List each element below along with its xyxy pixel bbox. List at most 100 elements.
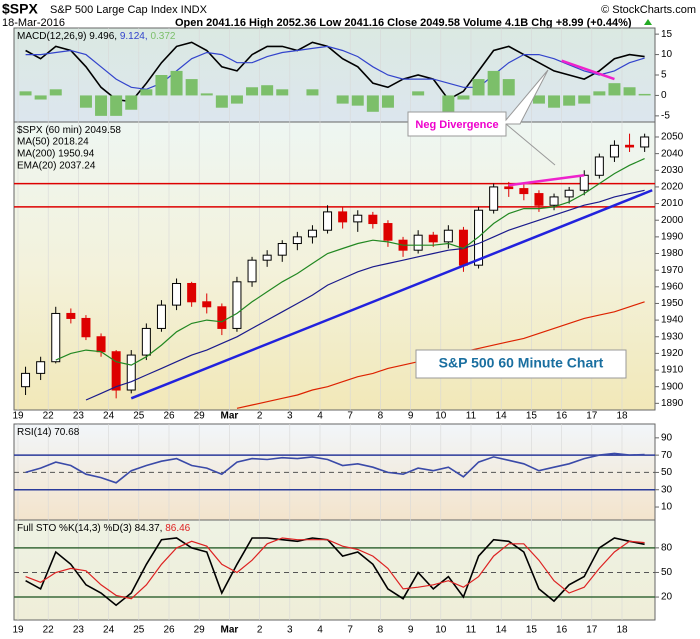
candle-body bbox=[156, 304, 166, 329]
candle-body bbox=[338, 211, 348, 223]
y-tick-label: 2010 bbox=[661, 198, 684, 209]
histogram-bar bbox=[185, 79, 198, 96]
histogram-bar bbox=[578, 95, 591, 104]
date: 18-Mar-2016 bbox=[2, 17, 65, 29]
y-tick-label: 1960 bbox=[661, 281, 684, 292]
instrument-name: S&P 500 Large Cap Index INDX bbox=[50, 4, 208, 16]
candle-body bbox=[383, 223, 393, 241]
candle-body bbox=[232, 281, 242, 329]
series-line bbox=[25, 45, 645, 90]
legend-text: 84.37, bbox=[135, 523, 163, 534]
quote: Open 2041.16 High 2052.36 Low 2041.16 Cl… bbox=[175, 17, 632, 29]
candle-body bbox=[51, 312, 61, 363]
x-tick-label: 23 bbox=[73, 625, 85, 636]
y-tick-label: 1920 bbox=[661, 348, 684, 359]
candle-body bbox=[96, 336, 106, 353]
y-tick-label: 2050 bbox=[661, 132, 684, 143]
histogram-bar bbox=[276, 89, 289, 96]
candle-body bbox=[247, 259, 257, 283]
candle-body bbox=[504, 186, 514, 190]
x-tick-label: 24 bbox=[103, 411, 115, 422]
candle-body bbox=[141, 327, 151, 356]
candle-body bbox=[36, 361, 46, 374]
y-tick-label: 1890 bbox=[661, 398, 684, 409]
histogram-bar bbox=[125, 95, 138, 110]
candle-body bbox=[594, 156, 604, 176]
histogram-bar bbox=[623, 87, 636, 96]
y-tick-label: 5 bbox=[661, 70, 667, 81]
y-tick-label: 1990 bbox=[661, 232, 684, 243]
callout-pointer bbox=[505, 123, 556, 166]
y-tick-label: 10 bbox=[661, 502, 673, 513]
candle-body bbox=[564, 189, 574, 198]
series-line bbox=[25, 537, 645, 600]
candle-body bbox=[66, 312, 76, 319]
histogram-bar bbox=[366, 95, 379, 112]
y-tick-label: 30 bbox=[661, 484, 673, 495]
candle-body bbox=[549, 196, 559, 206]
histogram-bar bbox=[140, 89, 153, 96]
x-tick-label: 11 bbox=[466, 625, 477, 636]
candle-body bbox=[187, 282, 197, 303]
y-tick-label: 0 bbox=[661, 90, 667, 101]
candle-body bbox=[292, 236, 302, 245]
chart-title: S&P 500 60 Minute Chart bbox=[439, 355, 604, 371]
y-tick-label: 2030 bbox=[661, 165, 684, 176]
y-tick-label: 70 bbox=[661, 450, 673, 461]
y-tick-label: 2020 bbox=[661, 182, 684, 193]
x-tick-label: 23 bbox=[73, 411, 85, 422]
y-tick-label: 1970 bbox=[661, 265, 684, 276]
legend-text: $SPX (60 min) 2049.58 bbox=[17, 125, 121, 136]
x-tick-label: 11 bbox=[466, 411, 477, 422]
candle-body bbox=[353, 214, 363, 223]
panel-legend: RSI(14) 70.68 bbox=[17, 427, 80, 438]
histogram-bar bbox=[548, 95, 561, 108]
trendline bbox=[561, 59, 615, 81]
histogram-bar bbox=[215, 95, 228, 108]
x-tick-label: 14 bbox=[496, 411, 508, 422]
symbol: $SPX bbox=[2, 1, 38, 17]
histogram-bar bbox=[246, 87, 259, 96]
y-tick-label: 50 bbox=[661, 467, 673, 478]
x-tick-label: 17 bbox=[586, 411, 598, 422]
y-tick-label: 1940 bbox=[661, 315, 684, 326]
x-tick-label: 15 bbox=[526, 411, 538, 422]
candle-body bbox=[277, 243, 287, 256]
histogram-bar bbox=[110, 95, 123, 116]
y-tick-label: 2000 bbox=[661, 215, 684, 226]
x-tick-label: 2 bbox=[257, 625, 263, 636]
histogram-bar bbox=[155, 75, 168, 96]
candle-body bbox=[262, 254, 272, 261]
y-tick-label: 50 bbox=[661, 567, 673, 578]
x-tick-label: 4 bbox=[317, 411, 323, 422]
series-line bbox=[25, 537, 645, 607]
series-line bbox=[85, 189, 645, 401]
candle-body bbox=[625, 144, 635, 148]
x-tick-label: 22 bbox=[43, 411, 55, 422]
histogram-bar bbox=[200, 93, 213, 96]
y-tick-label: 1980 bbox=[661, 248, 684, 259]
y-tick-label: 1910 bbox=[661, 365, 684, 376]
histogram-bar bbox=[487, 70, 500, 96]
histogram-bar bbox=[170, 70, 183, 96]
y-tick-label: 90 bbox=[661, 432, 673, 443]
candle-body bbox=[202, 301, 212, 308]
panel-legend: $SPX (60 min) 2049.58 bbox=[17, 125, 121, 136]
candle-body bbox=[368, 214, 378, 225]
neg-divergence-callout: Neg Divergence bbox=[407, 69, 556, 166]
candle-body bbox=[534, 193, 544, 206]
x-tick-label: 16 bbox=[556, 411, 568, 422]
candle-body bbox=[307, 229, 317, 238]
x-tick-label: 3 bbox=[287, 625, 293, 636]
up-arrow bbox=[644, 19, 652, 25]
legend-text: 86.46 bbox=[165, 523, 190, 534]
candle-body bbox=[217, 306, 227, 329]
histogram-bar bbox=[95, 95, 108, 116]
histogram-bar bbox=[34, 95, 47, 100]
candle-body bbox=[172, 282, 182, 306]
legend-text: RSI(14) 70.68 bbox=[17, 427, 80, 438]
histogram-bar bbox=[79, 95, 92, 108]
candle-body bbox=[474, 209, 484, 266]
x-tick-label: 7 bbox=[347, 625, 353, 636]
y-tick-label: -5 bbox=[661, 111, 670, 122]
